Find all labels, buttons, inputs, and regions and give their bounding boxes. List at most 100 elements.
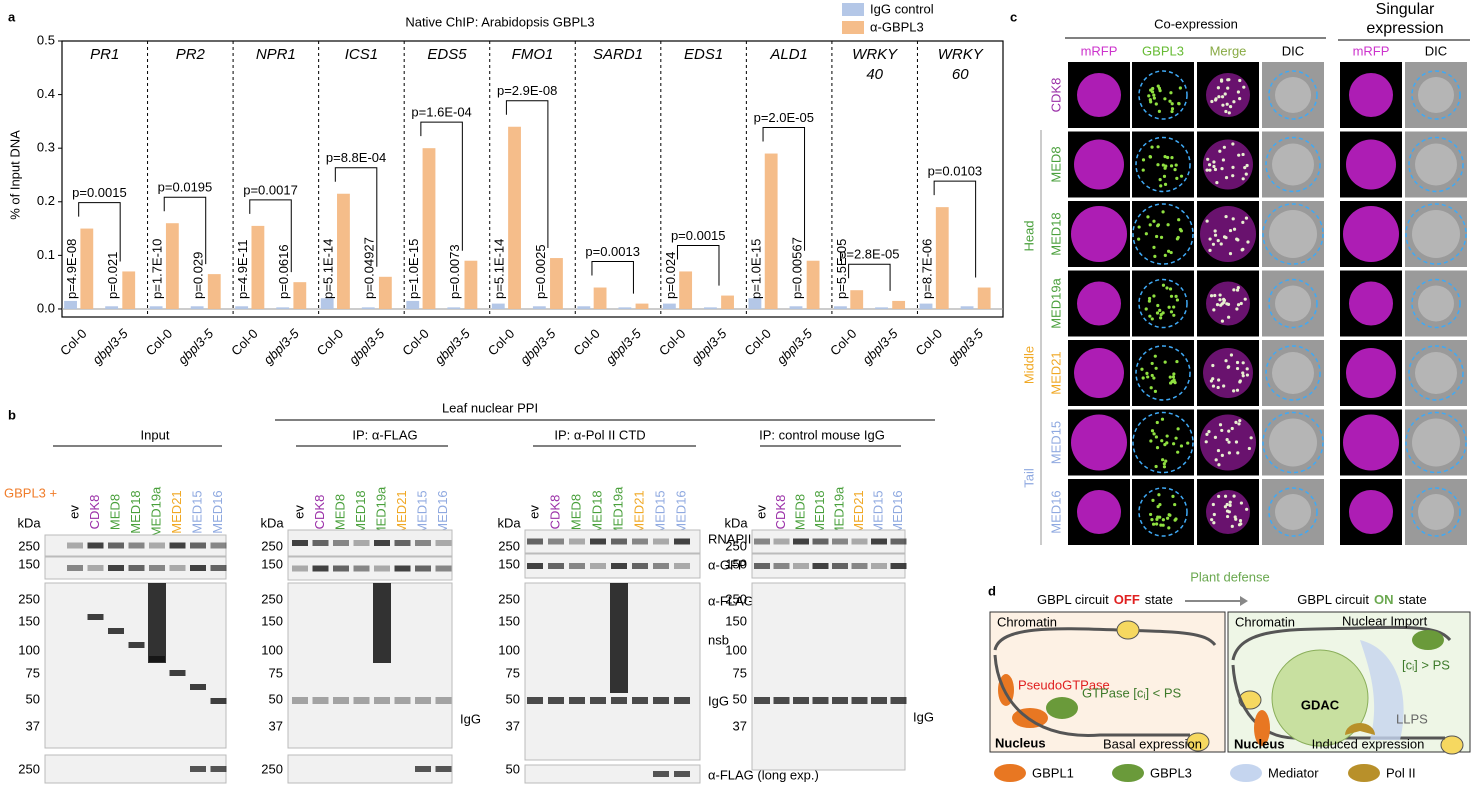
- bar: [618, 307, 632, 309]
- speckle: [1232, 494, 1236, 498]
- speckle: [1161, 311, 1165, 315]
- band: [773, 538, 790, 545]
- speckle: [1221, 158, 1225, 162]
- band: [210, 698, 227, 704]
- bar: [919, 303, 933, 309]
- marker-label: 250: [725, 538, 747, 553]
- x-group-label: Col-0: [656, 326, 689, 359]
- chart-title: Native ChIP: Arabidopsis GBPL3: [405, 14, 594, 29]
- speckle: [1162, 174, 1167, 178]
- band: [374, 540, 390, 546]
- speckle: [1204, 440, 1208, 444]
- speckle: [1241, 371, 1245, 375]
- lane-label: MED15: [414, 490, 429, 533]
- speckle: [1224, 359, 1228, 363]
- speckle: [1244, 216, 1249, 220]
- bar: [550, 258, 563, 309]
- x-group-label: gbpl3-5: [603, 325, 645, 367]
- speckle: [1249, 436, 1253, 440]
- cell-signal: [1206, 73, 1250, 117]
- band: [210, 542, 227, 549]
- speckle: [1149, 439, 1153, 443]
- band: [292, 540, 308, 546]
- speckle: [1234, 440, 1239, 444]
- marker-label: 150: [498, 556, 520, 571]
- band: [590, 563, 606, 569]
- speckle: [1177, 218, 1181, 222]
- band: [292, 697, 308, 704]
- band: [148, 583, 166, 663]
- lane-label: CDK8: [773, 495, 788, 530]
- speckle: [1165, 434, 1169, 438]
- bar: [960, 306, 974, 309]
- bracket: [848, 263, 891, 291]
- speckle: [1245, 163, 1249, 168]
- band: [890, 538, 907, 545]
- cell-outline: [1262, 411, 1324, 474]
- lane-label: MED15: [652, 490, 667, 533]
- state-suffix: state: [1145, 592, 1173, 607]
- speckle: [1179, 174, 1184, 178]
- speckle: [1234, 517, 1238, 521]
- marker-label: 150: [498, 613, 520, 628]
- gene-label: NPR1: [255, 46, 296, 63]
- speckle: [1235, 366, 1240, 371]
- speckle: [1220, 78, 1224, 82]
- side-label: nsb: [708, 632, 729, 647]
- x-group-label: gbpl3-5: [89, 325, 131, 367]
- diagram-label: Nucleus: [1234, 736, 1285, 751]
- x-group-label: Col-0: [57, 326, 90, 359]
- cell-outline: [1268, 487, 1318, 537]
- speckle: [1236, 238, 1240, 242]
- band: [108, 542, 124, 549]
- p-value: p=2.0E-05: [754, 110, 814, 125]
- speckle: [1155, 522, 1159, 526]
- marker-label: 250: [498, 591, 520, 606]
- speckle: [1166, 155, 1170, 160]
- p-value: p=1.0E-15: [406, 239, 421, 299]
- speckle: [1171, 375, 1176, 379]
- x-group-label: gbpl3-5: [859, 325, 901, 367]
- speckle: [1223, 92, 1227, 96]
- band: [851, 563, 868, 569]
- panel-title: Leaf nuclear PPI: [442, 400, 538, 415]
- speckle: [1213, 229, 1217, 233]
- band: [548, 538, 564, 545]
- micrograph: [1132, 479, 1194, 545]
- bar: [892, 300, 906, 309]
- speckle: [1217, 494, 1221, 498]
- speckle: [1211, 502, 1215, 507]
- cell-signal: [1346, 139, 1396, 190]
- speckle: [1170, 156, 1174, 160]
- speckle: [1209, 379, 1213, 383]
- p-value: p=1.6E-04: [411, 105, 471, 120]
- speckle: [1153, 389, 1158, 393]
- texture: [1415, 143, 1457, 186]
- gene-label: EDS5: [427, 46, 467, 63]
- column-header: DIC: [1425, 43, 1447, 58]
- row-label: MED8: [1048, 146, 1063, 182]
- speckle: [1245, 367, 1249, 371]
- lane-label: MED18: [128, 490, 143, 533]
- speckle: [1162, 462, 1166, 466]
- speckle: [1212, 160, 1216, 164]
- panel-label: b: [8, 407, 16, 422]
- speckle: [1216, 448, 1221, 453]
- marker-label: 250: [261, 591, 283, 606]
- speckle: [1205, 432, 1209, 436]
- cell-outline: [1262, 203, 1324, 265]
- gene-label: EDS1: [683, 46, 724, 63]
- state-prefix: GBPL circuit: [1037, 592, 1109, 607]
- band: [190, 542, 206, 549]
- band: [569, 697, 585, 704]
- column-header: DIC: [1282, 43, 1304, 58]
- band: [312, 565, 329, 572]
- bar: [635, 303, 649, 309]
- speckle: [1147, 94, 1151, 98]
- speckle: [1217, 95, 1221, 99]
- speckle: [1174, 294, 1178, 298]
- speckle: [1222, 384, 1226, 388]
- speckle: [1236, 303, 1241, 307]
- bracket: [505, 100, 549, 249]
- row-label: MED21: [1048, 351, 1063, 394]
